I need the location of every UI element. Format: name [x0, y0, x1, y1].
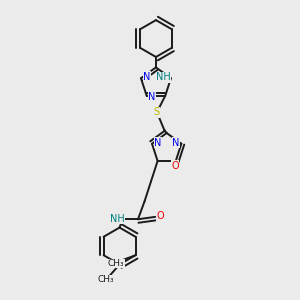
Text: O: O	[156, 211, 164, 221]
Text: CH₃: CH₃	[98, 275, 115, 284]
Text: CH₃: CH₃	[108, 259, 124, 268]
Text: N: N	[143, 72, 151, 82]
Text: NH: NH	[110, 214, 124, 224]
Text: N: N	[172, 138, 180, 148]
Text: N: N	[154, 138, 162, 148]
Text: S: S	[154, 107, 160, 117]
Text: N: N	[148, 92, 156, 102]
Text: O: O	[171, 161, 179, 171]
Text: NH: NH	[156, 72, 171, 82]
